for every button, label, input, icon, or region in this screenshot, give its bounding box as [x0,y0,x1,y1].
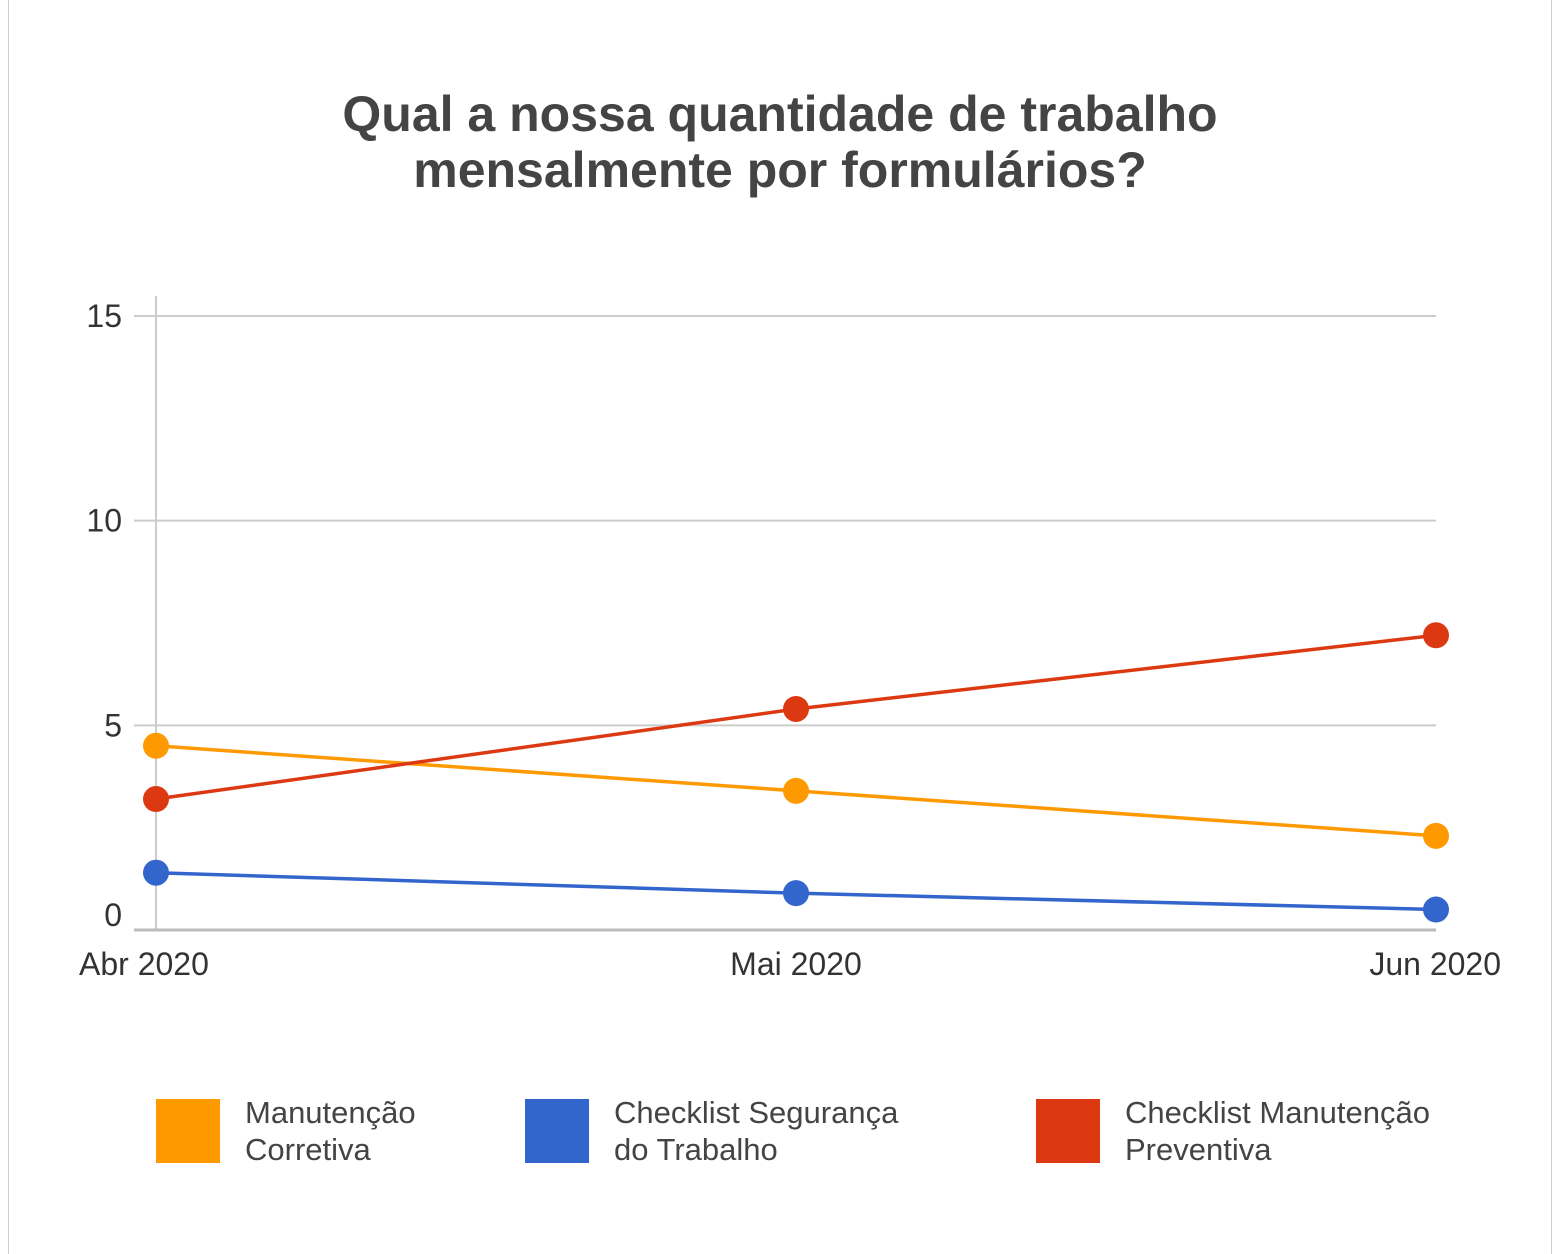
chart-title: Qual a nossa quantidade de trabalho mens… [0,86,1560,198]
y-tick-label: 0 [104,897,122,933]
x-tick-label: Abr 2020 [79,946,209,982]
x-tick-labels: Abr 2020 Mai 2020 Jun 2020 [79,946,1501,982]
legend-label: do Trabalho [614,1132,778,1167]
gridlines [134,315,1436,727]
data-point [1423,822,1449,849]
legend-swatch [1036,1099,1100,1163]
series-points [143,622,1449,923]
data-point [143,732,169,759]
y-tick-labels: 0 5 10 15 [86,298,122,933]
data-point [783,695,809,722]
y-tick-label: 10 [86,503,122,539]
data-point [783,880,809,907]
chart-frame [8,0,1552,1254]
x-tick-label: Mai 2020 [730,946,862,982]
legend-swatch [156,1099,220,1163]
legend-label: Preventiva [1125,1132,1272,1167]
axes [134,296,1436,932]
data-point [143,786,169,813]
x-tick-label: Jun 2020 [1369,946,1501,982]
legend-label: Corretiva [245,1132,372,1167]
data-point [143,859,169,886]
data-point [1423,622,1449,649]
data-point [1423,896,1449,923]
series-lines [155,633,1437,912]
data-point [783,777,809,804]
chart-title-line-1: Qual a nossa quantidade de trabalho [342,86,1218,142]
chart-title-line-2: mensalmente por formulários? [413,142,1147,198]
y-tick-label: 5 [104,707,122,743]
legend-label: Checklist Manutenção [1125,1095,1430,1130]
y-tick-label: 15 [86,298,122,334]
legend-label: Manutenção [245,1095,416,1130]
legend-label: Checklist Segurança [614,1095,899,1130]
legend-swatch [525,1099,589,1163]
